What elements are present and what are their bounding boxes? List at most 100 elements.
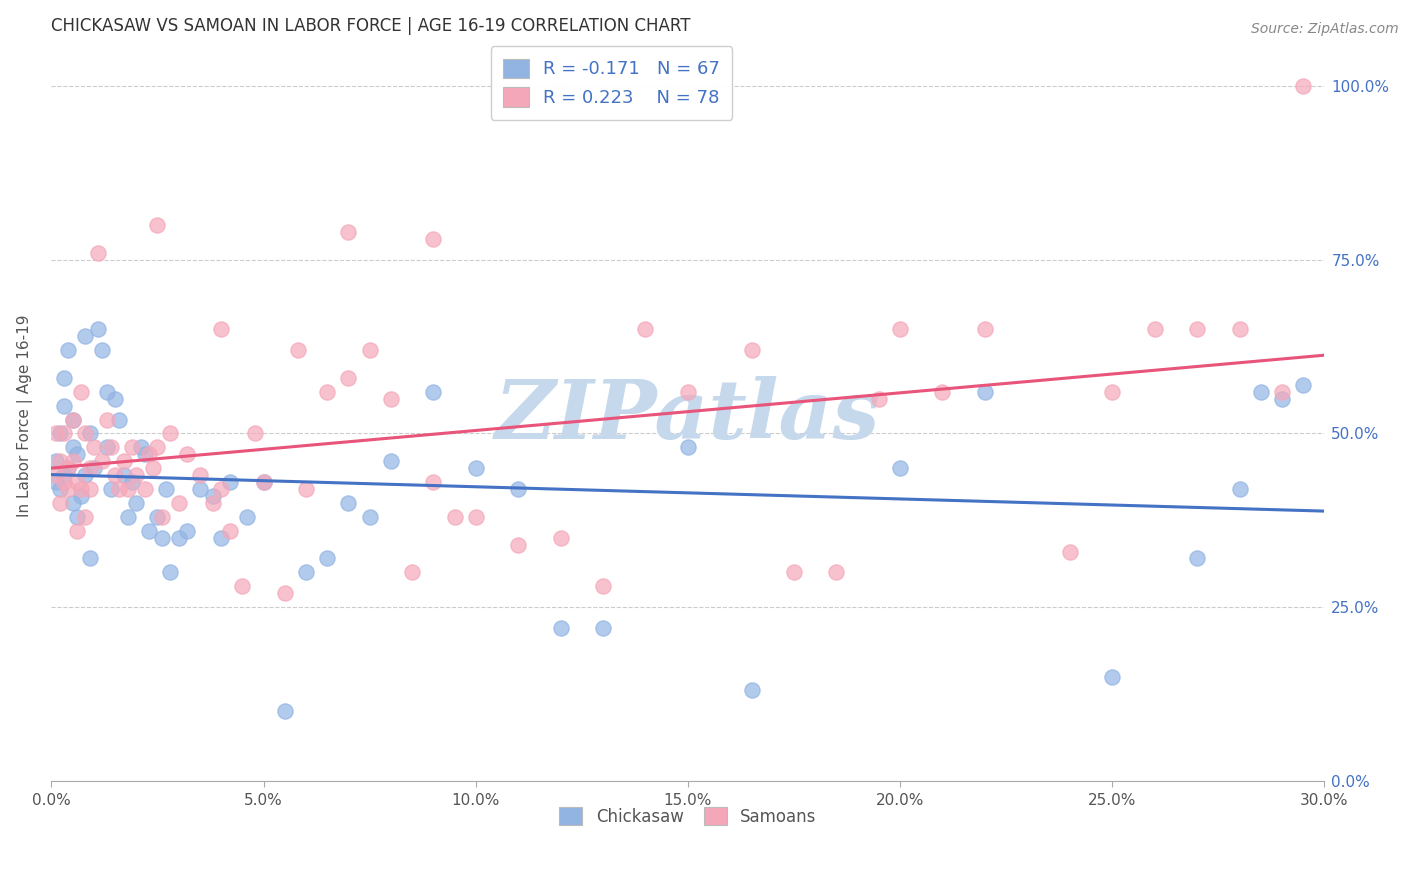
Point <box>741 343 763 358</box>
Point <box>1229 482 1251 496</box>
Point <box>58 482 80 496</box>
Point <box>676 441 699 455</box>
Point <box>75 509 97 524</box>
Point <box>58 461 80 475</box>
Point <box>53 475 76 489</box>
Point <box>91 454 114 468</box>
Point <box>209 482 232 496</box>
Point <box>188 468 211 483</box>
Point <box>209 531 232 545</box>
Point <box>45 454 67 468</box>
Y-axis label: In Labor Force | Age 16-19: In Labor Force | Age 16-19 <box>17 315 32 517</box>
Point <box>150 509 173 524</box>
Point <box>121 441 143 455</box>
Point <box>1229 322 1251 336</box>
Point <box>62 412 84 426</box>
Point <box>295 566 318 580</box>
Point <box>380 392 402 406</box>
Point <box>676 384 699 399</box>
Point <box>66 524 89 538</box>
Point <box>150 531 173 545</box>
Point <box>167 496 190 510</box>
Point <box>138 524 160 538</box>
Point <box>825 566 848 580</box>
Point <box>295 482 318 496</box>
Point <box>337 496 360 510</box>
Point <box>1250 384 1272 399</box>
Point <box>146 509 169 524</box>
Point <box>129 441 152 455</box>
Point <box>1143 322 1166 336</box>
Point <box>49 426 72 441</box>
Point <box>45 468 67 483</box>
Point <box>1271 392 1294 406</box>
Point <box>167 531 190 545</box>
Point <box>316 384 339 399</box>
Point <box>87 322 110 336</box>
Point <box>100 441 122 455</box>
Point <box>1059 544 1081 558</box>
Point <box>889 322 911 336</box>
Point <box>134 447 156 461</box>
Point <box>66 509 89 524</box>
Point <box>104 468 127 483</box>
Point <box>96 412 118 426</box>
Point <box>274 704 297 718</box>
Point <box>45 475 67 489</box>
Point <box>218 524 240 538</box>
Point <box>176 524 198 538</box>
Point <box>49 496 72 510</box>
Point <box>79 426 101 441</box>
Point <box>58 343 80 358</box>
Point <box>146 218 169 232</box>
Point <box>464 461 486 475</box>
Point <box>45 426 67 441</box>
Point <box>287 343 309 358</box>
Point <box>112 468 135 483</box>
Point <box>1101 384 1123 399</box>
Point <box>380 454 402 468</box>
Point <box>783 566 806 580</box>
Point <box>209 322 232 336</box>
Point <box>96 441 118 455</box>
Point <box>70 384 93 399</box>
Point <box>316 551 339 566</box>
Point <box>117 509 139 524</box>
Point <box>188 482 211 496</box>
Text: CHICKASAW VS SAMOAN IN LABOR FORCE | AGE 16-19 CORRELATION CHART: CHICKASAW VS SAMOAN IN LABOR FORCE | AGE… <box>52 17 690 35</box>
Point <box>79 482 101 496</box>
Point <box>91 343 114 358</box>
Point <box>422 475 444 489</box>
Point <box>550 621 572 635</box>
Point <box>66 447 89 461</box>
Point <box>1185 322 1208 336</box>
Point <box>1292 377 1315 392</box>
Point <box>79 551 101 566</box>
Point <box>87 246 110 260</box>
Point <box>125 468 148 483</box>
Point <box>134 482 156 496</box>
Point <box>889 461 911 475</box>
Point <box>176 447 198 461</box>
Point <box>235 509 257 524</box>
Point <box>79 461 101 475</box>
Point <box>96 384 118 399</box>
Point <box>108 482 131 496</box>
Point <box>464 509 486 524</box>
Point <box>53 426 76 441</box>
Point <box>422 384 444 399</box>
Point <box>53 399 76 413</box>
Point <box>508 482 530 496</box>
Point <box>1292 79 1315 94</box>
Point <box>218 475 240 489</box>
Point <box>62 412 84 426</box>
Point <box>62 441 84 455</box>
Point <box>75 329 97 343</box>
Point <box>931 384 953 399</box>
Point <box>401 566 423 580</box>
Point <box>142 461 165 475</box>
Point <box>274 586 297 600</box>
Point <box>70 482 93 496</box>
Point <box>66 475 89 489</box>
Text: Source: ZipAtlas.com: Source: ZipAtlas.com <box>1251 22 1399 37</box>
